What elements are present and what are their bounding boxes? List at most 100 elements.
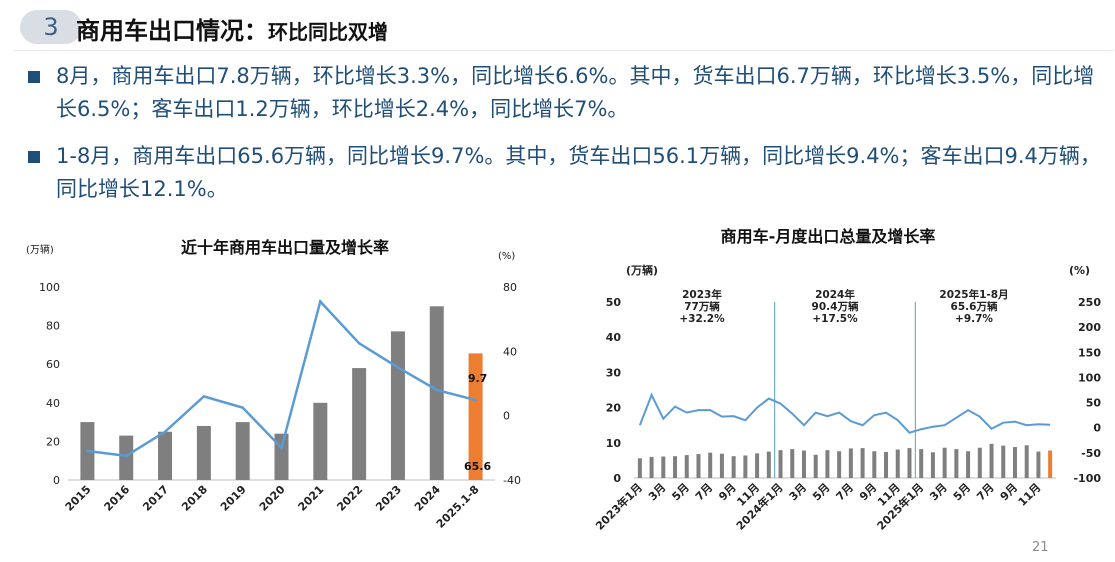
bar — [743, 455, 748, 478]
bullet-text: 8月，商用车出口7.8万辆，环比增长3.3%，同比增长6.6%。其中，货车出口6… — [56, 64, 1095, 121]
y-tick-left: 60 — [46, 358, 60, 371]
x-tick-label: 3月 — [787, 481, 809, 503]
bar — [907, 448, 912, 478]
growth-point — [202, 395, 206, 398]
x-tick-label: 2021 — [296, 483, 327, 514]
x-tick-label: 11月 — [1016, 481, 1044, 509]
bullet-text: 1-8月，商用车出口65.6万辆，同比增长9.7%。其中，货车出口56.1万辆，… — [56, 144, 1101, 201]
bar — [919, 449, 924, 478]
bar — [1036, 451, 1041, 478]
monthly-export-chart: 商用车-月度出口总量及增长率 (万辆) (%) 0 10 20 30 40 50 -100 -50 0… — [592, 227, 1102, 533]
x-tick-label: 7月 — [834, 481, 856, 503]
bullet-square-icon — [28, 151, 40, 163]
bar — [274, 433, 289, 480]
bar — [989, 443, 994, 478]
x-tick-label: 2017 — [140, 483, 171, 514]
bar — [942, 447, 947, 478]
growth-line — [638, 392, 1051, 434]
growth-point — [357, 342, 361, 345]
bar — [837, 451, 842, 478]
growth-point — [241, 406, 244, 409]
bar — [895, 449, 900, 478]
chart-title: 近十年商用车出口量及增长率 — [181, 238, 389, 257]
bar — [637, 458, 642, 478]
bar — [1001, 445, 1006, 478]
x-tick-label: 3月 — [646, 481, 668, 503]
y-tick-left: 40 — [46, 397, 60, 410]
data-label-growth: 9.7 — [468, 372, 488, 385]
x-tick-label: 2015 — [63, 483, 94, 514]
y-tick-right: 150 — [1078, 346, 1101, 359]
growth-point — [435, 388, 438, 392]
period-annotation: 65.6万辆 — [951, 300, 998, 313]
y-tick-right: -100 — [1073, 472, 1101, 485]
growth-point — [319, 300, 322, 303]
x-tick-label: 2016 — [102, 483, 133, 514]
bar — [708, 452, 713, 478]
bar — [313, 402, 328, 480]
bar — [966, 451, 971, 478]
growth-point — [280, 446, 283, 450]
y-tick-left: 80 — [46, 320, 60, 333]
y-axis-unit-right: (%) — [1069, 264, 1090, 277]
page-title-sub: 环比同比双增 — [268, 20, 388, 44]
growth-point — [86, 449, 89, 453]
y-tick-left: 20 — [46, 435, 60, 448]
y-tick-right: 80 — [503, 281, 517, 294]
bar — [719, 453, 724, 478]
bar — [813, 454, 818, 478]
bar — [684, 455, 689, 478]
y-axis-unit-left: (万辆) — [626, 263, 658, 277]
annual-export-chart: 近十年商用车出口量及增长率 (万辆) (%) 0 20 40 60 80 100 -40 0 40 80… — [26, 238, 521, 531]
x-tick-label: 5月 — [669, 481, 691, 503]
bar — [884, 451, 889, 478]
y-tick-left: 0 — [53, 474, 60, 487]
bullet-list: 8月，商用车出口7.8万辆，环比增长3.3%，同比增长6.6%。其中，货车出口6… — [28, 60, 1108, 220]
growth-point — [396, 366, 400, 369]
y-tick-left: 100 — [39, 281, 60, 294]
y-axis-unit-right: (%) — [498, 251, 515, 262]
header-divider — [14, 50, 1114, 51]
x-tick-label: 2023年1月 — [592, 480, 645, 533]
period-annotation: 2024年 — [815, 288, 855, 301]
y-tick-right: 200 — [1078, 321, 1101, 334]
x-tick-label: 2024 — [412, 483, 443, 514]
x-tick-label: 7月 — [974, 481, 996, 503]
period-annotation: 90.4万辆 — [812, 300, 859, 313]
bar — [790, 449, 795, 478]
bar — [872, 451, 877, 478]
x-tick-label: 5月 — [810, 481, 832, 503]
x-tick-label: 3月 — [927, 481, 949, 503]
y-tick-right: 50 — [1086, 397, 1102, 410]
y-tick-right: 0 — [503, 410, 510, 423]
page-title: 商用车出口情况：环比同比双增 — [76, 11, 388, 46]
page-title-main: 商用车出口情况： — [76, 17, 268, 45]
x-tick-label: 2020 — [257, 483, 288, 514]
bar — [696, 454, 701, 478]
bar — [1012, 447, 1017, 478]
page-number: 21 — [1032, 540, 1049, 555]
bar — [825, 450, 830, 478]
growth-point — [474, 398, 477, 402]
x-tick-label: 2022 — [334, 483, 365, 514]
y-tick-right: -50 — [1081, 447, 1101, 460]
bullet-item: 8月，商用车出口7.8万辆，环比增长3.3%，同比增长6.6%。其中，货车出口6… — [28, 60, 1108, 126]
y-tick-right: 0 — [1093, 422, 1101, 435]
period-annotation: 2025年1-8月 — [939, 288, 1008, 301]
bar — [673, 456, 678, 478]
chart-title: 商用车-月度出口总量及增长率 — [721, 227, 936, 246]
y-tick-left: 50 — [606, 296, 622, 309]
bullet-square-icon — [28, 71, 40, 83]
bar — [661, 456, 666, 478]
y-tick-right: 250 — [1078, 296, 1101, 309]
y-tick-left: 0 — [613, 472, 621, 485]
bar — [235, 422, 250, 480]
bar — [649, 456, 654, 478]
x-tick-label: 2019 — [218, 483, 249, 514]
y-tick-left: 40 — [606, 331, 622, 344]
y-tick-left: 20 — [606, 402, 622, 415]
bar — [390, 331, 405, 480]
x-tick-label: 2023 — [373, 483, 404, 514]
bar — [468, 353, 483, 480]
y-tick-left: 10 — [606, 437, 622, 450]
